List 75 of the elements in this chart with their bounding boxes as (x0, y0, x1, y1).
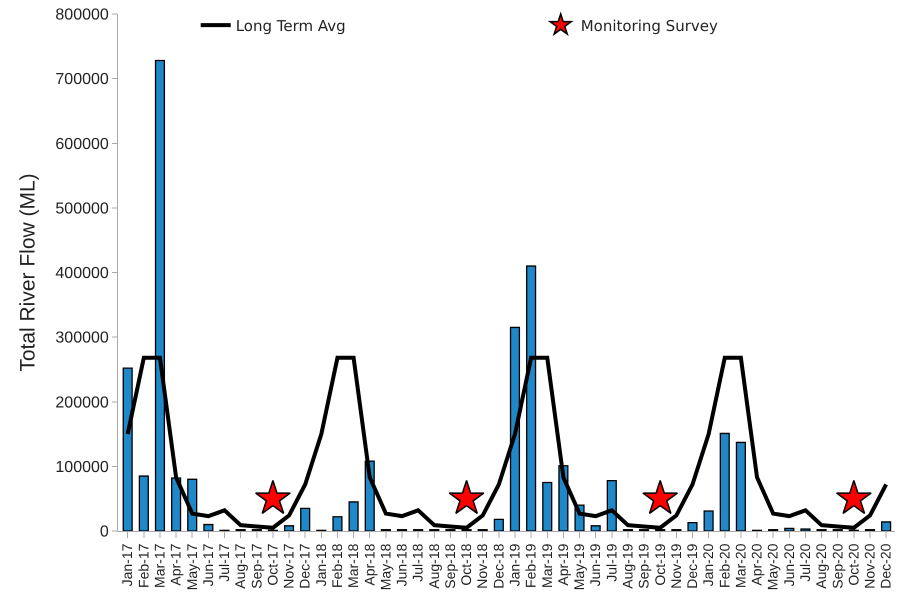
x-tick-label: Jul-17 (216, 543, 232, 582)
x-tick-label: Sep-17 (248, 543, 264, 589)
x-tick-label: Aug-17 (232, 543, 248, 589)
bar (348, 501, 359, 531)
x-tick-label: Mar-18 (345, 543, 362, 588)
x-tick-label: Aug-18 (426, 543, 442, 589)
x-tick-label: Jul-20 (796, 543, 813, 582)
bar (736, 442, 746, 531)
bar (687, 522, 698, 531)
x-tick-label: Aug-19 (619, 543, 636, 589)
y-tick-label: 600000 (55, 136, 109, 153)
y-tick-label: 0 (100, 524, 109, 541)
bar (704, 510, 714, 531)
x-tick-label: May-20 (764, 543, 781, 590)
bar (494, 518, 504, 531)
y-tick-label: 400000 (55, 265, 109, 282)
x-tick-label: Nov-20 (862, 543, 878, 589)
y-tick-label: 500000 (55, 200, 109, 218)
x-tick-label: Jan-18 (312, 543, 329, 586)
x-tick-label: Jan-20 (700, 543, 716, 586)
y-tick-label: 300000 (55, 330, 109, 347)
x-tick-label: May-19 (571, 543, 588, 590)
x-tick-label: Apr-19 (554, 543, 571, 586)
bar (284, 525, 294, 531)
x-tick-label: Nov-19 (668, 543, 684, 589)
x-tick-label: Jun-17 (200, 543, 216, 586)
legend-label: Monitoring Survey (580, 16, 718, 35)
x-tick-label: Oct-19 (652, 543, 668, 586)
x-tick-label: Aug-20 (813, 543, 830, 589)
legend-label: Long Term Avg (236, 16, 346, 35)
bar (203, 524, 214, 531)
x-tick-label: Feb-20 (716, 543, 732, 588)
x-tick-label: Mar-19 (538, 543, 555, 588)
bar (784, 528, 794, 531)
x-tick-label: Apr-20 (748, 543, 765, 586)
x-tick-label: Mar-17 (152, 543, 168, 588)
x-tick-label: Sep-18 (442, 543, 458, 589)
x-tick-label: Dec-20 (878, 543, 894, 589)
x-tick-label: Oct-20 (845, 543, 862, 586)
x-tick-label: Nov-17 (280, 543, 297, 589)
x-tick-label: Dec-19 (684, 543, 700, 589)
bar (881, 521, 892, 531)
x-tick-label: May-17 (184, 543, 200, 590)
x-tick-label: Jul-18 (410, 543, 426, 582)
x-tick-label: Sep-20 (829, 543, 846, 589)
x-tick-label: Jun-19 (587, 543, 604, 586)
x-tick-label: Dec-18 (490, 543, 506, 589)
x-tick-label: Jan-19 (506, 543, 523, 586)
x-tick-label: Nov-18 (474, 543, 490, 589)
y-tick-label: 800000 (55, 6, 109, 24)
y-tick-label: 200000 (55, 394, 109, 412)
bar (720, 432, 730, 531)
x-tick-label: Jan-17 (119, 543, 136, 586)
y-tick-label: 700000 (55, 71, 109, 88)
y-tick-label: 100000 (55, 458, 109, 476)
x-tick-label: Feb-18 (329, 543, 346, 588)
bar (300, 508, 310, 531)
bar (542, 482, 552, 531)
bar (138, 475, 149, 531)
x-tick-label: Jun-20 (780, 543, 797, 586)
x-tick-label: Oct-18 (458, 543, 474, 586)
x-tick-label: May-18 (377, 543, 394, 590)
x-tick-label: Oct-17 (264, 543, 280, 586)
bar (590, 525, 601, 531)
x-tick-label: Dec-17 (296, 543, 313, 589)
x-tick-label: Apr-17 (168, 543, 184, 586)
bar (332, 516, 343, 531)
x-tick-label: Feb-17 (135, 543, 152, 588)
x-tick-label: Apr-18 (361, 543, 378, 586)
x-tick-label: Sep-19 (636, 543, 652, 589)
x-tick-label: Jul-19 (603, 543, 620, 582)
x-tick-label: Jun-18 (394, 543, 410, 586)
x-tick-label: Mar-20 (732, 543, 748, 588)
x-tick-label: Feb-19 (522, 543, 539, 588)
y-axis-title: Total River Flow (ML) (16, 173, 40, 372)
